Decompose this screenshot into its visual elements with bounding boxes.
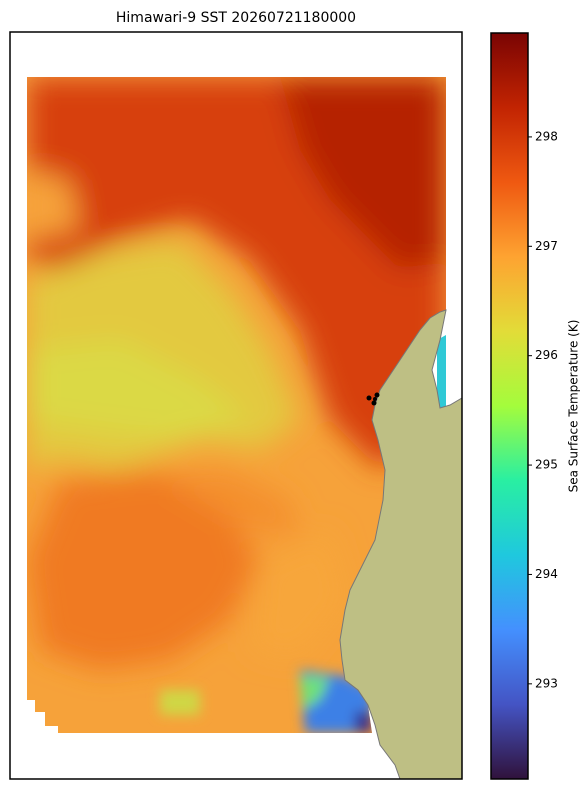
colorbar-scale — [490, 32, 529, 780]
map — [9, 31, 463, 780]
chart-title: Himawari-9 SST 20260721180000 — [116, 10, 356, 26]
colorbar-label: Sea Surface Temperature (K) — [567, 320, 581, 493]
tick-label: 295 — [535, 458, 558, 472]
tick-label: 294 — [535, 567, 558, 581]
colorbar: Sea Surface Temperature (K) 293 294 295 296… — [490, 32, 581, 780]
tick-label: 296 — [535, 348, 558, 362]
tick-label: 293 — [535, 676, 558, 690]
tick-label: 298 — [535, 129, 558, 143]
tick-label: 297 — [535, 239, 558, 253]
